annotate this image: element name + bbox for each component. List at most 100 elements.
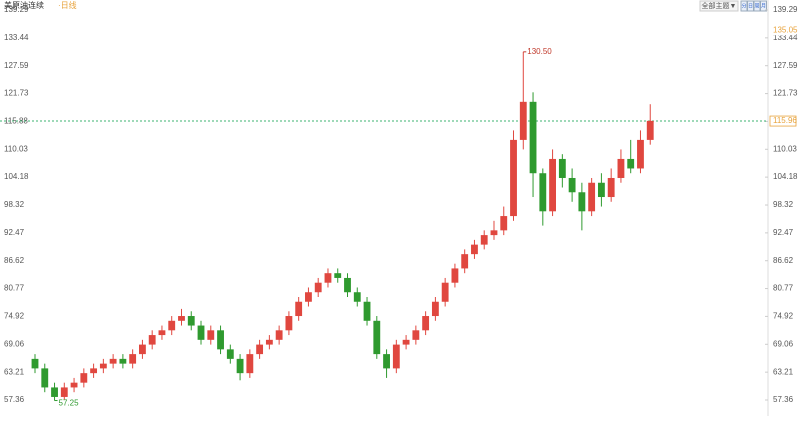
- candle-body: [256, 344, 264, 355]
- y-tick-label: 133.44: [4, 33, 29, 42]
- y2-tick-label: 86.62: [773, 256, 794, 265]
- candle-body: [324, 273, 332, 283]
- y2-tick-label: 57.36: [773, 395, 794, 404]
- candle-body: [607, 177, 615, 198]
- candle-body: [246, 354, 254, 374]
- chart-subtitle: ·日线: [58, 0, 77, 10]
- annotation: 57.25: [59, 399, 80, 408]
- candle-body: [314, 282, 322, 293]
- candle-body: [305, 292, 312, 302]
- y2-tick-label: 98.32: [773, 200, 794, 209]
- candle-body: [627, 158, 635, 169]
- candle-body: [568, 177, 576, 193]
- candle-body: [334, 273, 342, 278]
- candle-body: [178, 316, 185, 321]
- candle-body: [363, 301, 371, 321]
- candle-body: [471, 244, 478, 255]
- period-button[interactable]: 周: [754, 3, 759, 9]
- candle-body: [578, 192, 586, 212]
- y-tick-label: 80.77: [4, 284, 25, 293]
- candle-body: [80, 373, 88, 383]
- candle-body: [412, 330, 420, 340]
- y-tick-label: 98.32: [4, 200, 25, 209]
- candle-body: [519, 101, 527, 140]
- candle-body: [392, 344, 400, 369]
- candle-body: [510, 139, 517, 217]
- y2-tick-label: 139.29: [773, 5, 798, 14]
- candle-body: [373, 320, 381, 355]
- candle-body: [148, 335, 156, 345]
- period-button-frame[interactable]: [760, 0, 767, 12]
- candle-body: [451, 268, 459, 283]
- candle-body: [558, 158, 566, 178]
- candle-body: [226, 349, 234, 359]
- candle-body: [422, 316, 430, 331]
- y2-tick-label: 80.77: [773, 284, 794, 293]
- right-marker: 115.96: [773, 116, 797, 125]
- menu-button-frame[interactable]: [699, 0, 739, 12]
- period-button[interactable]: 月: [761, 3, 766, 9]
- candle-body: [265, 339, 273, 345]
- candle-body: [217, 330, 224, 350]
- candle-body: [431, 301, 439, 317]
- candle-body: [90, 368, 98, 374]
- candle-body: [646, 120, 654, 140]
- candle-body: [529, 101, 537, 174]
- candle-body: [99, 363, 107, 369]
- y-tick-label: 63.21: [4, 367, 25, 376]
- right-marker-box: [769, 115, 797, 127]
- period-button[interactable]: 分: [741, 2, 746, 9]
- y-tick-label: 86.62: [4, 256, 25, 265]
- y2-tick-label: 133.44: [773, 33, 798, 42]
- menu-button[interactable]: 全部主题▼: [702, 1, 737, 10]
- candle-body: [207, 330, 215, 340]
- y-tick-label: 139.29: [4, 5, 29, 14]
- y2-tick-label: 74.92: [773, 312, 794, 321]
- candle-body: [109, 358, 117, 364]
- candle-body: [236, 358, 244, 374]
- candle-body: [617, 158, 625, 178]
- candle-body: [490, 230, 498, 236]
- candle-body: [597, 182, 605, 198]
- period-button[interactable]: 日: [748, 3, 753, 9]
- y-tick-label: 92.47: [4, 228, 25, 237]
- y-tick-label: 127.59: [4, 61, 29, 70]
- candle-body: [119, 358, 127, 364]
- candle-body: [402, 339, 410, 345]
- y-tick-label: 110.03: [4, 144, 28, 153]
- y-tick-label: 104.18: [4, 172, 29, 181]
- y2-tick-label: 63.21: [773, 367, 794, 376]
- candle-body: [344, 277, 351, 293]
- candle-body: [197, 325, 205, 340]
- annotation: 130.50: [527, 47, 552, 56]
- candle-body: [70, 382, 78, 388]
- candle-body: [51, 387, 58, 397]
- y-tick-label: 57.36: [4, 395, 25, 404]
- candle-body: [295, 301, 303, 317]
- candle-body: [60, 387, 68, 397]
- candle-body: [41, 368, 49, 388]
- right-marker: 135.05: [773, 25, 798, 34]
- y2-tick-label: 69.06: [773, 339, 794, 348]
- candle-body: [168, 320, 176, 331]
- candle-body: [275, 330, 283, 340]
- y-tick-label: 121.73: [4, 89, 29, 98]
- candle-body: [353, 292, 361, 302]
- candle-body: [129, 354, 137, 364]
- candle-body: [158, 330, 166, 336]
- y2-tick-label: 110.03: [773, 144, 797, 153]
- y2-tick-label: 127.59: [773, 61, 798, 70]
- y2-tick-label: 92.47: [773, 228, 794, 237]
- candle-body: [285, 316, 293, 331]
- y-tick-label: 69.06: [4, 339, 25, 348]
- right-marker-box: [770, 25, 796, 36]
- candle-body: [588, 182, 596, 212]
- y2-tick-label: 104.18: [773, 172, 798, 181]
- y2-tick-label: 121.73: [773, 89, 798, 98]
- candle-body: [187, 316, 195, 326]
- candle-body: [637, 139, 644, 169]
- y-tick-label: 74.92: [4, 312, 25, 321]
- candle-body: [500, 216, 508, 231]
